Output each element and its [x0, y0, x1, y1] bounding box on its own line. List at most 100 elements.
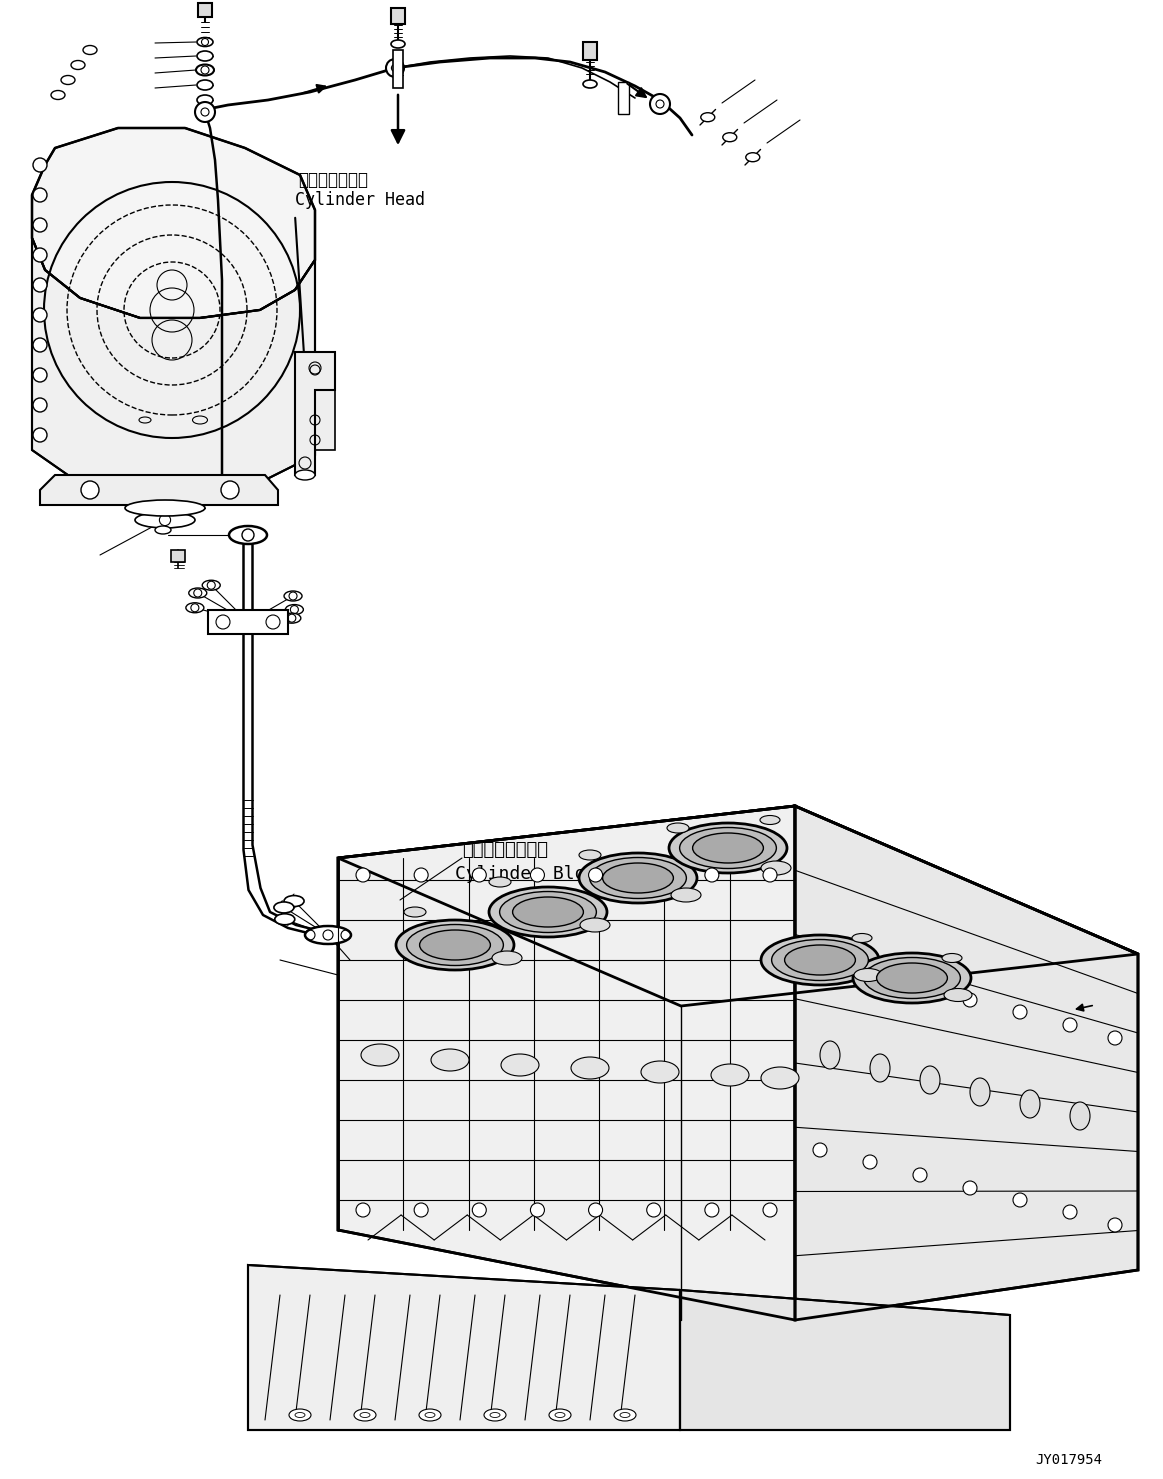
Circle shape: [33, 278, 47, 291]
Circle shape: [913, 981, 927, 995]
Text: Cylinder Block: Cylinder Block: [455, 865, 607, 883]
Circle shape: [705, 1202, 719, 1217]
Ellipse shape: [354, 1409, 376, 1421]
Circle shape: [913, 1168, 927, 1182]
Bar: [295, 355, 335, 450]
Circle shape: [33, 217, 47, 232]
Ellipse shape: [590, 858, 686, 899]
Ellipse shape: [942, 954, 962, 963]
Ellipse shape: [288, 1409, 311, 1421]
Circle shape: [963, 1182, 977, 1195]
Circle shape: [530, 1202, 544, 1217]
Circle shape: [813, 1143, 827, 1157]
Ellipse shape: [285, 605, 304, 615]
Circle shape: [33, 427, 47, 442]
Circle shape: [1108, 1219, 1122, 1232]
Circle shape: [763, 868, 777, 881]
Ellipse shape: [759, 815, 780, 824]
Ellipse shape: [124, 500, 205, 516]
Ellipse shape: [679, 827, 777, 868]
Ellipse shape: [579, 850, 601, 859]
Ellipse shape: [155, 527, 171, 534]
Ellipse shape: [920, 1066, 940, 1094]
Ellipse shape: [602, 864, 673, 893]
Ellipse shape: [701, 112, 715, 121]
Circle shape: [588, 1202, 602, 1217]
Ellipse shape: [407, 924, 504, 966]
Circle shape: [414, 868, 428, 881]
Circle shape: [1013, 1006, 1027, 1019]
Ellipse shape: [395, 920, 514, 970]
Ellipse shape: [197, 80, 213, 90]
Ellipse shape: [877, 963, 948, 992]
Circle shape: [414, 1202, 428, 1217]
Circle shape: [33, 308, 47, 322]
Circle shape: [647, 1202, 661, 1217]
Ellipse shape: [274, 914, 294, 924]
Ellipse shape: [501, 1055, 538, 1077]
Ellipse shape: [431, 1049, 469, 1071]
Ellipse shape: [197, 50, 213, 61]
Ellipse shape: [864, 957, 961, 998]
Bar: [391, 7, 405, 24]
Ellipse shape: [722, 133, 737, 142]
Circle shape: [221, 481, 240, 498]
Ellipse shape: [711, 1063, 749, 1086]
Ellipse shape: [671, 887, 701, 902]
Ellipse shape: [186, 603, 204, 612]
Polygon shape: [680, 1290, 1009, 1430]
Ellipse shape: [571, 1057, 609, 1080]
Ellipse shape: [361, 1044, 399, 1066]
Circle shape: [963, 992, 977, 1007]
Ellipse shape: [761, 935, 879, 985]
Bar: [198, 3, 212, 16]
Ellipse shape: [669, 822, 787, 873]
Ellipse shape: [51, 90, 65, 99]
Ellipse shape: [944, 988, 972, 1001]
Ellipse shape: [419, 1409, 441, 1421]
Circle shape: [356, 1202, 370, 1217]
Circle shape: [863, 1155, 877, 1168]
Ellipse shape: [761, 861, 791, 876]
Circle shape: [472, 868, 486, 881]
Ellipse shape: [305, 926, 351, 944]
Bar: [583, 41, 597, 61]
Polygon shape: [295, 352, 335, 475]
Ellipse shape: [852, 933, 872, 942]
Ellipse shape: [641, 1060, 679, 1083]
Ellipse shape: [135, 512, 195, 528]
Circle shape: [33, 368, 47, 382]
Bar: [208, 609, 288, 634]
Ellipse shape: [583, 80, 597, 87]
Circle shape: [647, 868, 661, 881]
Ellipse shape: [854, 969, 882, 982]
Bar: [171, 550, 185, 562]
Ellipse shape: [83, 46, 97, 55]
Ellipse shape: [492, 951, 522, 964]
Circle shape: [33, 339, 47, 352]
Ellipse shape: [274, 902, 294, 913]
Polygon shape: [40, 475, 278, 504]
Ellipse shape: [1070, 1102, 1090, 1130]
Ellipse shape: [580, 918, 611, 932]
Circle shape: [1063, 1205, 1077, 1219]
Ellipse shape: [852, 952, 971, 1003]
Ellipse shape: [614, 1409, 636, 1421]
Text: シリンダヘッド: シリンダヘッド: [298, 172, 368, 189]
Ellipse shape: [970, 1078, 990, 1106]
Ellipse shape: [870, 1055, 890, 1083]
Circle shape: [705, 868, 719, 881]
Circle shape: [863, 967, 877, 982]
Polygon shape: [338, 806, 1139, 1006]
Circle shape: [1108, 1031, 1122, 1046]
Ellipse shape: [60, 75, 74, 84]
Circle shape: [813, 958, 827, 972]
Ellipse shape: [229, 527, 267, 544]
Circle shape: [650, 95, 670, 114]
Ellipse shape: [579, 853, 697, 904]
Circle shape: [386, 59, 404, 77]
Ellipse shape: [404, 907, 426, 917]
Ellipse shape: [761, 1066, 799, 1089]
Circle shape: [33, 248, 47, 262]
Ellipse shape: [202, 580, 220, 590]
